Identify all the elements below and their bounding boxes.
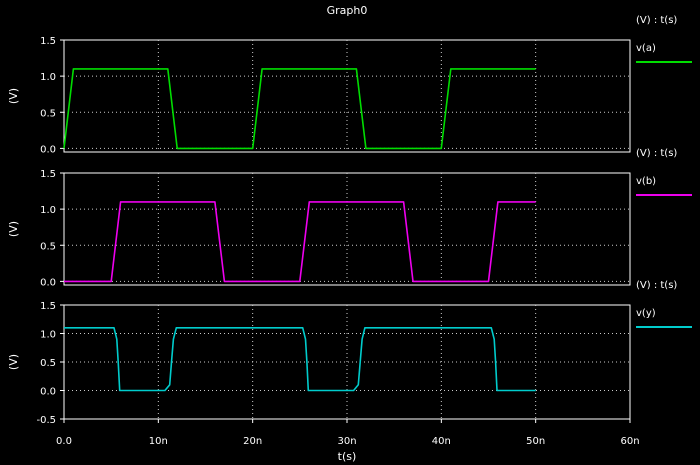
y-tick-label: 1.0 <box>40 330 56 341</box>
x-tick-label: 50n <box>526 436 545 447</box>
y-tick-label: 1.5 <box>40 36 56 47</box>
x-tick-labels: 0.0 10n 20n 30n 40n 50n 60n <box>56 419 640 447</box>
legend-header: (V) : t(s) <box>636 15 677 26</box>
series-line-v(a) <box>63 68 536 150</box>
legend-series-name: v(b) <box>636 176 656 187</box>
x-tick-label: 10n <box>149 436 168 447</box>
series-line-v(b) <box>64 201 536 283</box>
y-tick-label: 0.5 <box>40 241 56 252</box>
legend-header: (V) : t(s) <box>636 280 677 291</box>
y-tick-label: 1.5 <box>40 169 56 180</box>
panel-1: 0.0 0.5 1.0 1.5 (V) (V) : t(s) v(a) <box>7 15 692 155</box>
x-axis-label: t(s) <box>338 450 357 463</box>
x-tick-label: 60n <box>620 436 639 447</box>
y-tick-label: 1.5 <box>40 301 56 312</box>
y-axis-label: (V) <box>7 221 20 237</box>
panel-3: -0.5 0.0 0.5 1.0 1.5 (V) (V) : t(s) v(y) <box>7 280 692 426</box>
legend-header: (V) : t(s) <box>636 148 677 159</box>
y-tick-label: 0.0 <box>40 277 56 288</box>
series-line-v(y) <box>64 326 536 392</box>
panel-2: 0.0 0.5 1.0 1.5 (V) (V) : t(s) v(b) <box>7 148 692 288</box>
y-tick-label: -0.5 <box>36 415 56 426</box>
x-tick-label: 0.0 <box>56 436 72 447</box>
y-tick-label: 0.0 <box>40 144 56 155</box>
x-tick-label: 40n <box>432 436 451 447</box>
x-tick-label: 20n <box>243 436 262 447</box>
y-tick-label: 0.0 <box>40 387 56 398</box>
x-tick-label: 30n <box>337 436 356 447</box>
y-axis-label: (V) <box>7 354 20 370</box>
plot-panels: 0.0 0.5 1.0 1.5 (V) (V) : t(s) v(a) 0.0 0.5 1.0 1.… <box>7 15 692 426</box>
y-tick-label: 0.5 <box>40 358 56 369</box>
y-tick-label: 0.5 <box>40 108 56 119</box>
graph-title: Graph0 <box>327 4 368 17</box>
legend-series-name: v(a) <box>636 43 656 54</box>
legend-series-name: v(y) <box>636 308 656 319</box>
y-tick-label: 1.0 <box>40 72 56 83</box>
y-axis-label: (V) <box>7 88 20 104</box>
y-tick-label: 1.0 <box>40 205 56 216</box>
